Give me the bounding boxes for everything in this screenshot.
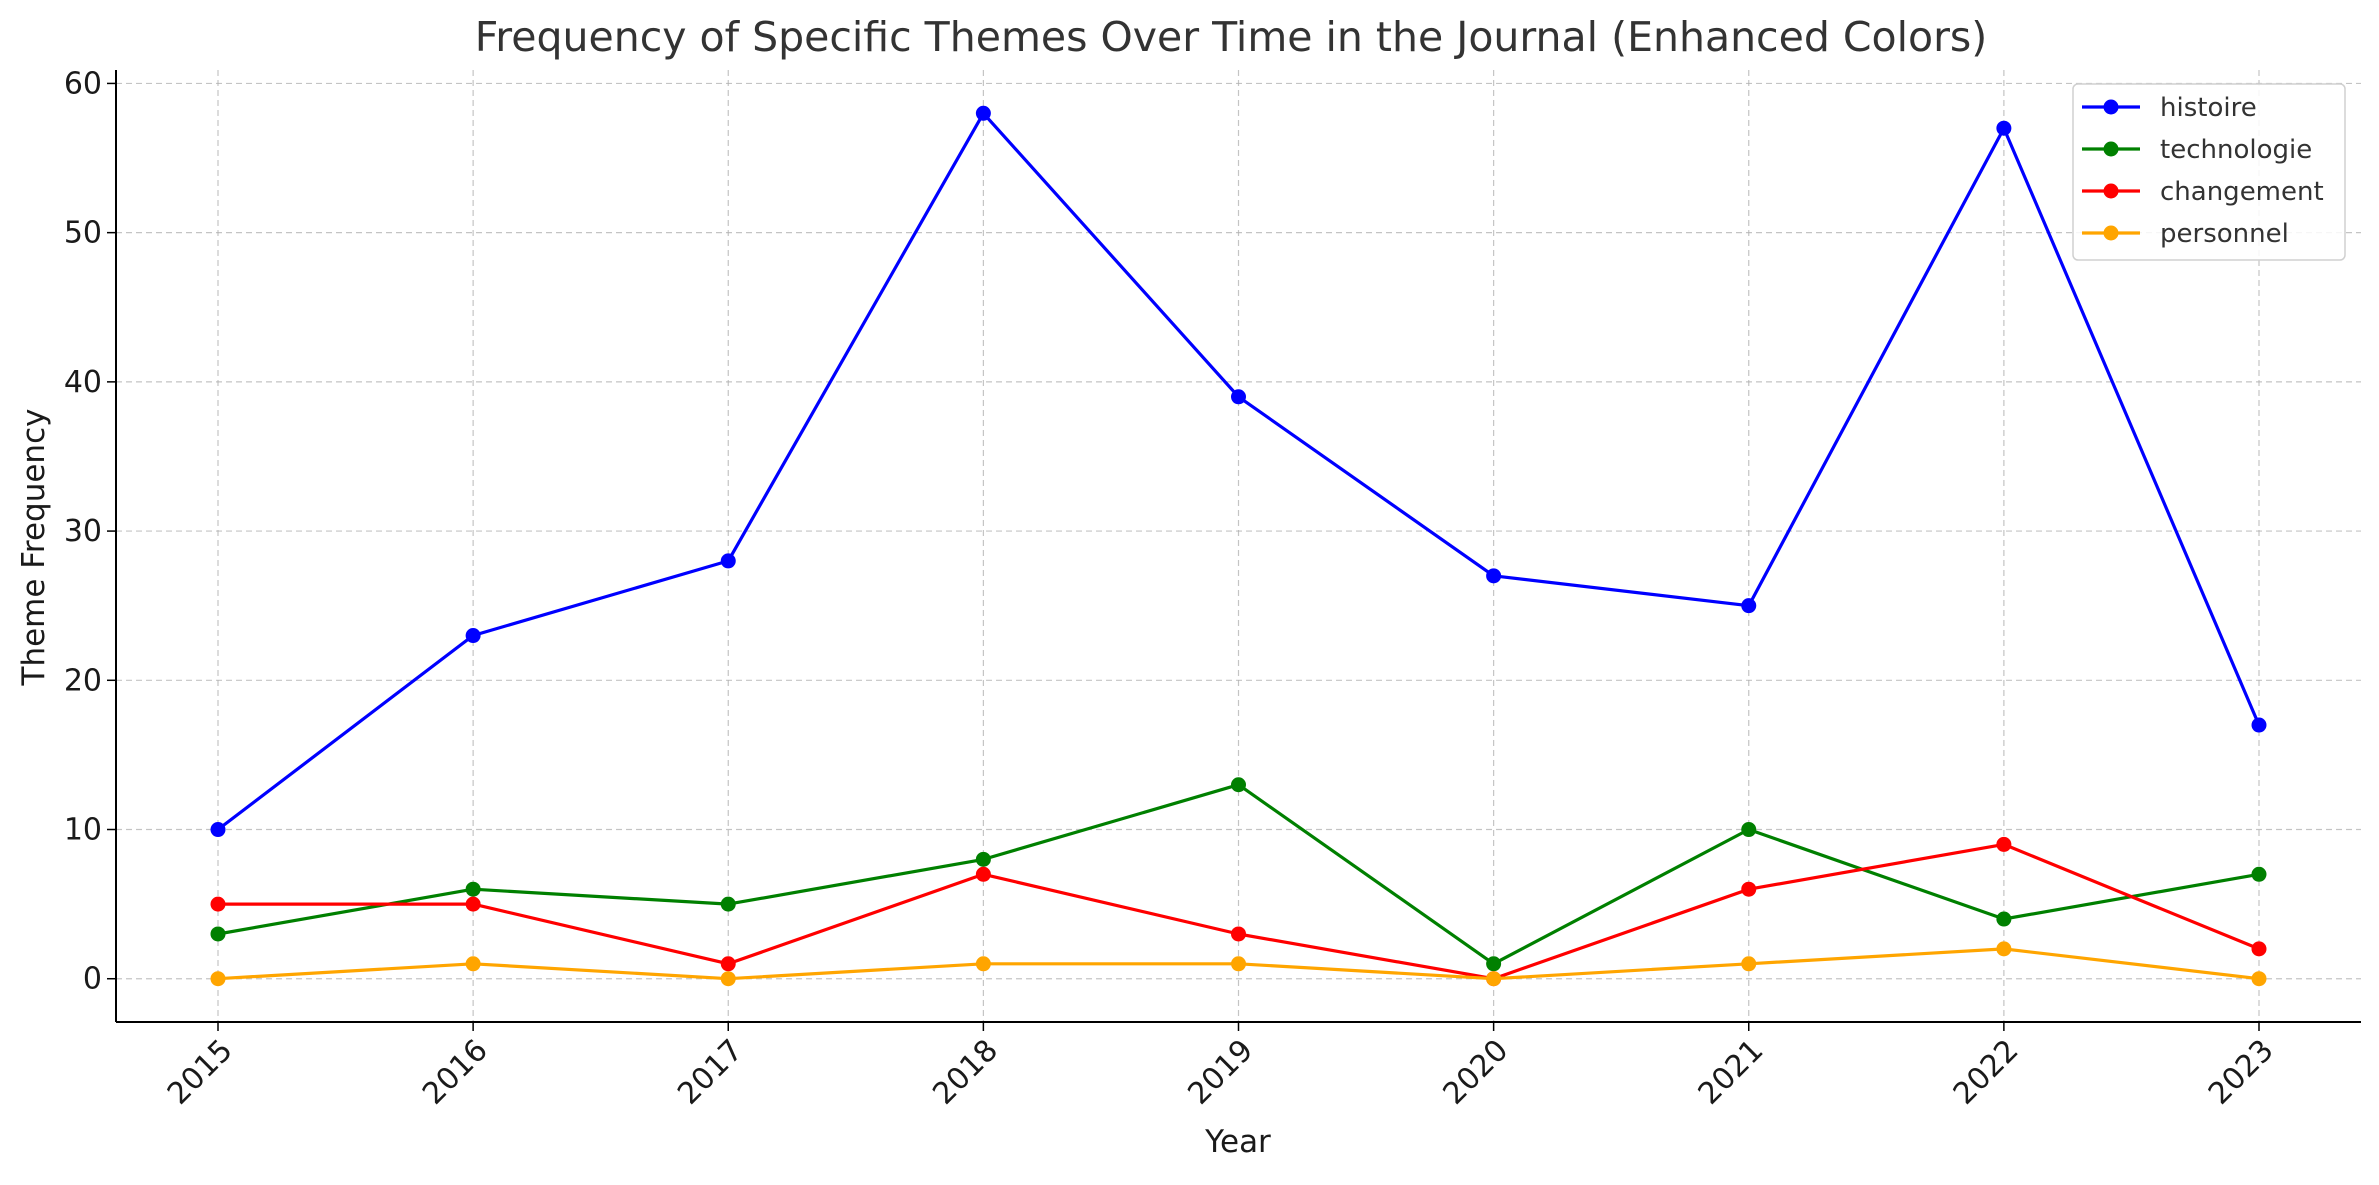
legend-swatch-marker: [2103, 225, 2119, 241]
data-point-personnel: [2251, 971, 2267, 987]
data-point-technologie: [2251, 866, 2267, 882]
data-point-personnel: [1996, 941, 2012, 957]
legend-item-changement: changement: [2082, 177, 2324, 207]
legend-label: histoire: [2160, 93, 2257, 123]
data-point-histoire: [720, 553, 736, 569]
y-tick-label: 20: [64, 663, 102, 698]
legend-item-technologie: technologie: [2082, 135, 2312, 165]
y-tick-label: 0: [83, 962, 102, 997]
data-point-changement: [465, 896, 481, 912]
data-point-histoire: [465, 628, 481, 644]
data-point-personnel: [465, 956, 481, 972]
data-point-histoire: [210, 822, 226, 838]
data-point-histoire: [1741, 598, 1757, 614]
data-point-technologie: [720, 896, 736, 912]
y-tick-label: 40: [64, 365, 102, 400]
series-personnel: [210, 941, 2267, 987]
data-point-personnel: [210, 971, 226, 987]
data-point-histoire: [1996, 120, 2012, 136]
data-point-histoire: [975, 105, 991, 121]
data-point-personnel: [720, 971, 736, 987]
data-point-changement: [1741, 881, 1757, 897]
data-point-changement: [720, 956, 736, 972]
legend-label: personnel: [2160, 219, 2289, 249]
y-tick-label: 60: [64, 66, 102, 101]
y-tick-label: 50: [64, 216, 102, 251]
legend-item-histoire: histoire: [2082, 93, 2257, 123]
legend-item-personnel: personnel: [2082, 219, 2289, 249]
data-point-personnel: [1231, 956, 1246, 972]
legend-swatch-marker: [2103, 99, 2119, 115]
data-point-technologie: [1996, 911, 2012, 927]
data-point-technologie: [1741, 822, 1757, 838]
legend-label: changement: [2160, 177, 2324, 207]
chart-title: Frequency of Specific Themes Over Time i…: [475, 13, 1988, 61]
data-point-changement: [975, 866, 991, 882]
data-point-technologie: [975, 851, 991, 867]
x-axis-label: Year: [1204, 1124, 1271, 1160]
y-tick-label: 30: [64, 514, 102, 549]
legend: histoire technologie changement personnel: [2072, 83, 2346, 261]
data-point-technologie: [1231, 777, 1246, 793]
data-point-technologie: [1486, 956, 1502, 972]
data-point-changement: [2251, 941, 2267, 957]
data-point-histoire: [1231, 389, 1246, 405]
data-point-personnel: [1741, 956, 1757, 972]
data-point-personnel: [975, 956, 991, 972]
grid-lines: [116, 70, 2361, 1022]
y-axis-label: Theme Frequency: [16, 409, 52, 687]
data-point-changement: [210, 896, 226, 912]
legend-label: technologie: [2160, 135, 2312, 165]
series-lines: [210, 105, 2267, 987]
data-point-histoire: [2251, 717, 2267, 733]
y-tick-label: 10: [64, 813, 102, 848]
data-point-technologie: [210, 926, 226, 942]
legend-items: histoire technologie changement personnel: [2082, 93, 2324, 249]
y-axis-ticks: 0 10 20 30 40 50 60: [64, 66, 116, 997]
legend-swatch-marker: [2103, 183, 2119, 199]
data-point-personnel: [1486, 971, 1502, 987]
series-technologie: [210, 777, 2267, 972]
data-point-technologie: [465, 881, 481, 897]
legend-box: [2072, 83, 2346, 261]
legend-swatch-marker: [2103, 141, 2119, 157]
data-point-changement: [1996, 836, 2012, 852]
data-point-changement: [1231, 926, 1246, 942]
data-point-histoire: [1486, 568, 1502, 584]
series-histoire: [210, 105, 2267, 838]
